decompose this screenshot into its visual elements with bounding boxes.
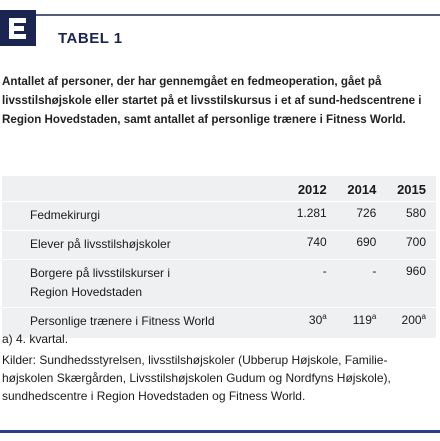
bottom-rule (0, 430, 440, 433)
cell: 580 (386, 201, 436, 231)
caption: Antallet af personer, der har gennemgået… (2, 75, 422, 126)
cell: - (336, 259, 387, 308)
cell: 119a (336, 307, 387, 336)
cell-value: 119 (352, 313, 372, 327)
corner (2, 176, 286, 202)
table-row: Borgere på livsstilskurser i Region Hove… (2, 259, 436, 308)
cell: 960 (386, 259, 436, 308)
footnote: a) 4. kvartal. (2, 332, 69, 346)
row-label: Personlige trænere i Fitness World (2, 307, 286, 336)
column-header: 2012 (297, 182, 327, 197)
cell: 726 (336, 201, 387, 231)
cell: - (285, 259, 337, 308)
row-label: Borgere på livsstilskurser i Region Hove… (2, 259, 286, 308)
cell-note: a (322, 312, 327, 321)
header-graphic (0, 10, 440, 46)
cell: 30a (285, 307, 337, 336)
cell: 1.281 (285, 201, 337, 231)
data-table: 2012 2014 2015 Fedmekirurgi 1.281 726 580 Elev… (2, 176, 436, 336)
cell: 690 (336, 230, 387, 260)
column-header: 2014 (347, 182, 377, 197)
header-row: 2012 2014 2015 (2, 176, 436, 202)
header-icon-glyph (9, 18, 26, 39)
cell: 700 (386, 230, 436, 260)
table: 2012 2014 2015 Fedmekirurgi 1.281 726 580 Elev… (2, 176, 436, 338)
row-label: Fedmekirurgi (2, 201, 286, 231)
row-label: Elever på livsstilshøjskoler (2, 230, 286, 260)
table-row: Elever på livsstilshøjskoler 740 690 700 (2, 230, 436, 260)
column-header: 2015 (397, 182, 426, 197)
cell-note: a (421, 312, 426, 321)
cell-value: 30 (308, 313, 323, 327)
cell-note: a (371, 312, 377, 321)
source: Kilder: Sundhedsstyrelsen, livsstilshøjs… (2, 353, 391, 403)
cell-value: 200 (401, 313, 422, 327)
cell: 200a (386, 307, 436, 336)
cell: 740 (285, 230, 337, 260)
header-title: TABEL 1 (58, 30, 123, 47)
table-row: Fedmekirurgi 1.281 726 580 (2, 201, 436, 231)
table-row: Personlige trænere i Fitness World 30a 119… (2, 307, 436, 336)
